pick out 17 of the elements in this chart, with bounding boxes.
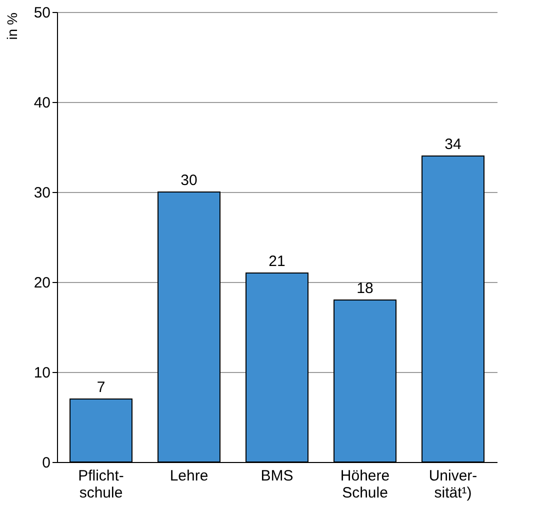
y-tick-label: 40 [34,94,50,112]
y-tick-label: 30 [34,184,50,202]
y-tick-label: 10 [34,364,50,382]
x-tick-label: Pflicht- schule [78,468,124,502]
y-tick-label: 50 [34,4,50,22]
x-tick-label: BMS [260,468,294,484]
x-tick-label: Univer- sität¹) [428,468,478,502]
y-tick-label: 20 [34,274,50,292]
data-label: 34 [444,136,462,153]
y-axis-title: in % [4,12,20,40]
y-tick-label: 0 [42,454,50,472]
x-tick-label: Höhere Schule [340,468,390,502]
data-label: 18 [356,280,374,297]
data-label: 30 [180,172,198,189]
x-tick-label: Lehre [170,468,208,484]
data-label: 7 [96,379,106,396]
data-label: 21 [268,253,286,270]
